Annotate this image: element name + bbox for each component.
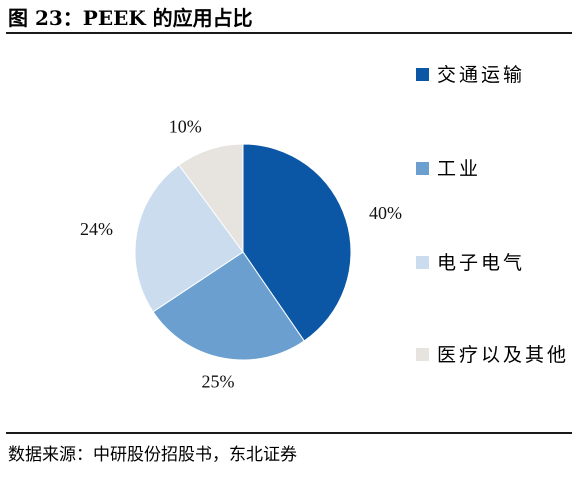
legend-swatch-industry [416,162,429,175]
legend-item-industry: 工业 [416,156,572,185]
figure-title: 图 23：PEEK 的应用占比 [8,6,253,30]
pie-label-electronics: 24% [80,219,113,239]
legend-label-medical-other: 医疗以及其他 [437,344,570,366]
pie-label-transport: 40% [369,203,402,223]
pie-slice-electronics [134,164,244,313]
pie-slice-medical-other [178,143,244,254]
legend-item-transport: 交通运输 [416,62,572,91]
pie-slice-industry [152,251,305,361]
source-rule [6,432,572,434]
legend-label-electronics: 电子电气 [437,252,526,274]
legend-label-transport: 交通运输 [437,64,526,86]
legend-swatch-medical-other [416,348,429,361]
source-note: 数据来源：中研股份招股书，东北证券 [8,445,297,465]
pie-chart: 40% 25% 24% 10% [80,117,402,392]
legend-label-industry: 工业 [437,158,482,180]
pie-label-medical-other: 10% [169,117,202,137]
legend-swatch-electronics [416,256,429,269]
title-rule [6,32,572,34]
pie-label-industry: 25% [202,372,235,392]
legend-swatch-transport [416,68,429,81]
pie-slices [134,143,352,361]
pie-slice-transport [242,143,352,342]
legend-item-electronics: 电子电气 [416,250,572,279]
pie-labels: 40% 25% 24% 10% [80,117,402,392]
legend-item-medical-other: 医疗以及其他 [416,342,572,371]
